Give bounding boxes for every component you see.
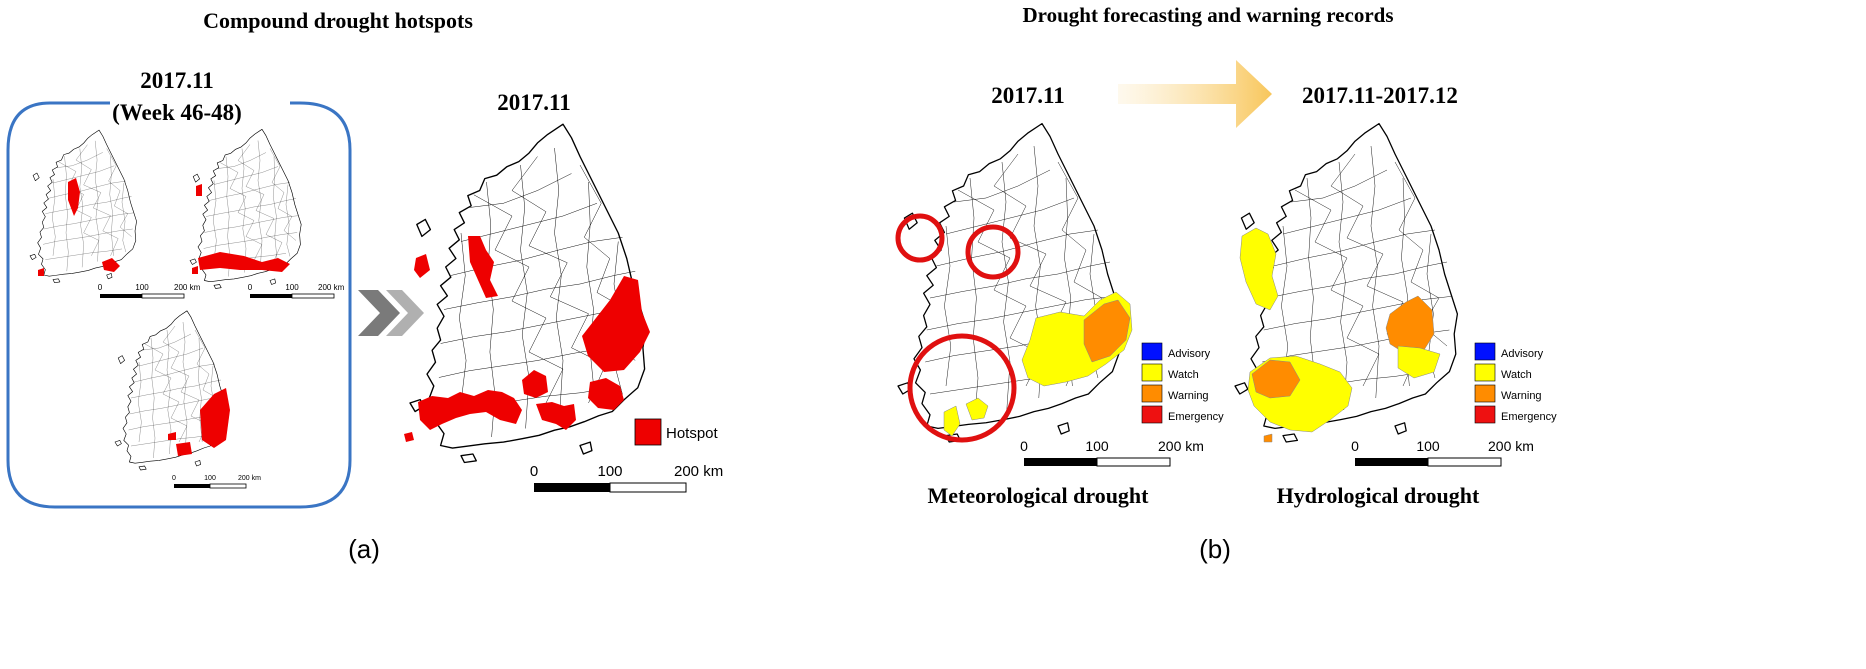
scale-bar-right: 0 100 200 km — [1351, 438, 1534, 467]
scale-bar-left: 0 100 200 km — [1020, 438, 1204, 467]
legend-swatch-hotspot — [634, 418, 662, 446]
small-scale-bar-2: 0 100 200 km — [248, 283, 345, 299]
scale-tick-100: 100 — [1416, 438, 1440, 454]
legend-swatch-watch — [1474, 363, 1496, 382]
drought-warning-region — [1385, 295, 1435, 355]
timeline-arrow-icon — [1118, 60, 1272, 128]
legend-label-emergency: Emergency — [1168, 411, 1224, 423]
scale-tick-100: 100 — [1085, 438, 1109, 454]
panel-b-title: Drought forecasting and warning records — [1022, 3, 1393, 27]
double-chevron-icon — [358, 290, 424, 336]
legend-swatch-watch — [1141, 363, 1163, 382]
scale-tick-0: 0 — [248, 283, 253, 292]
weekly-map-3 — [114, 310, 230, 471]
legend-swatch-advisory — [1141, 342, 1163, 361]
hotspot-region — [418, 390, 522, 430]
right-map-date: 2017.11-2017.12 — [1302, 83, 1458, 108]
legend-label-warning: Warning — [1168, 390, 1209, 402]
hotspot-region — [196, 184, 202, 196]
legend-label-warning: Warning — [1501, 390, 1542, 402]
legend-label-watch: Watch — [1501, 369, 1532, 381]
scale-tick-0: 0 — [1020, 438, 1028, 454]
scale-tick-100: 100 — [597, 463, 622, 480]
summary-map-date: 2017.11 — [497, 90, 570, 115]
legend-label-advisory: Advisory — [1501, 348, 1544, 360]
hotspot-region — [536, 402, 576, 430]
warning-legend-left: Advisory Watch Warning Emergency — [1141, 342, 1224, 424]
hotspot-region — [102, 258, 120, 272]
meteorological-drought-map — [895, 122, 1133, 443]
legend-label-emergency: Emergency — [1501, 411, 1557, 423]
hotspot-region — [38, 268, 44, 276]
scale-tick-200: 200 km — [318, 283, 345, 292]
hotspot-region — [414, 254, 430, 278]
legend-swatch-warning — [1474, 384, 1496, 403]
scale-tick-200: 200 km — [1158, 438, 1204, 454]
legend-label-watch: Watch — [1168, 369, 1199, 381]
hotspot-region — [522, 370, 548, 398]
legend-swatch-advisory — [1474, 342, 1496, 361]
legend-swatch-warning — [1141, 384, 1163, 403]
scale-tick-0: 0 — [530, 463, 538, 480]
scale-tick-200: 200 km — [174, 283, 201, 292]
legend-label-advisory: Advisory — [1168, 348, 1211, 360]
hotspot-region — [168, 432, 176, 440]
week-group-bracket — [6, 101, 352, 509]
legend-swatch-emergency — [1141, 405, 1163, 424]
warning-legend-right: Advisory Watch Warning Emergency — [1474, 342, 1557, 424]
hotspot-region — [468, 236, 498, 298]
hotspot-legend: Hotspot — [634, 418, 719, 446]
hydrological-drought-map — [1234, 122, 1459, 443]
scale-tick-0: 0 — [98, 283, 103, 292]
scale-tick-100: 100 — [285, 283, 299, 292]
scale-tick-100: 100 — [135, 283, 149, 292]
drought-watch-region — [1239, 227, 1279, 311]
drought-warning-region — [1251, 359, 1301, 399]
hotspot-region — [200, 388, 230, 448]
panel-b-caption: (b) — [1199, 534, 1231, 564]
panel-b: Drought forecasting and warning records … — [895, 3, 1557, 564]
small-scale-bar-3: 0 100 200 km — [172, 475, 261, 489]
scale-tick-0: 0 — [1351, 438, 1359, 454]
panel-a: Compound drought hotspots 2017.11 (Week … — [6, 8, 723, 564]
hotspot-region — [588, 378, 624, 410]
highlight-circle — [965, 224, 1021, 280]
meteorological-drought-caption: Meteorological drought — [928, 483, 1150, 508]
panel-a-caption: (a) — [348, 534, 380, 564]
scale-tick-200: 200 km — [238, 475, 261, 482]
hotspot-region — [192, 266, 198, 274]
panel-a-title: Compound drought hotspots — [203, 8, 473, 33]
scale-tick-200: 200 km — [1488, 438, 1534, 454]
highlight-circle — [907, 333, 1017, 443]
legend-swatch-emergency — [1474, 405, 1496, 424]
scale-tick-100: 100 — [204, 475, 216, 482]
drought-warning-region — [1263, 433, 1273, 443]
drought-watch-region — [943, 405, 961, 437]
drought-warning-region — [1083, 299, 1131, 363]
drought-watch-region — [965, 397, 989, 421]
weekly-map-2 — [189, 128, 302, 289]
legend-label-hotspot: Hotspot — [666, 425, 719, 442]
hotspot-region — [198, 252, 290, 272]
drought-watch-region — [1397, 345, 1441, 379]
week-group-date: 2017.11 — [140, 68, 213, 93]
small-scale-bar-1: 0 100 200 km — [98, 283, 201, 299]
hotspot-region — [68, 178, 80, 216]
weekly-map-1 — [29, 129, 137, 283]
hotspot-region — [582, 276, 650, 372]
hotspot-region — [176, 442, 192, 456]
hydrological-drought-caption: Hydrological drought — [1277, 483, 1480, 508]
week-group-range: (Week 46-48) — [112, 100, 242, 125]
scale-tick-200: 200 km — [674, 463, 723, 480]
large-scale-bar: 0 100 200 km — [530, 463, 723, 493]
scale-tick-0: 0 — [172, 475, 176, 482]
highlight-circle — [895, 213, 945, 263]
hotspot-region — [404, 432, 414, 442]
hotspot-summary-map — [404, 123, 650, 464]
left-map-date: 2017.11 — [991, 83, 1064, 108]
